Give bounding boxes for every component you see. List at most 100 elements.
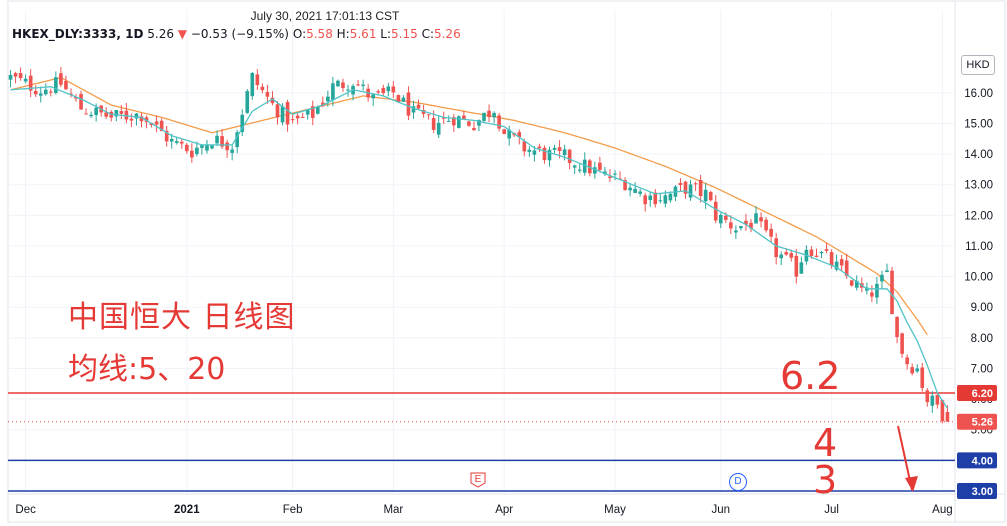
candle <box>915 364 920 373</box>
candle-body <box>195 147 199 154</box>
candle-body <box>870 292 874 297</box>
candle <box>683 180 688 199</box>
candle-body <box>310 106 315 118</box>
candle-body <box>537 146 542 149</box>
candle <box>134 112 139 126</box>
candle <box>215 130 219 147</box>
down-arrow-annotation <box>897 425 918 492</box>
candle-body <box>139 116 144 122</box>
candle <box>119 104 124 120</box>
candle <box>361 79 365 91</box>
candle-body <box>593 167 597 174</box>
candle <box>381 84 386 97</box>
earnings-event-marker[interactable]: E <box>470 472 486 488</box>
candle-body <box>723 215 728 220</box>
candle-body <box>436 122 441 135</box>
candle <box>38 86 43 103</box>
candle-body <box>849 280 854 286</box>
candle <box>326 90 330 107</box>
candle-body <box>703 189 708 202</box>
candle <box>451 114 456 132</box>
candle <box>824 243 829 254</box>
candle <box>260 83 265 94</box>
currency-button[interactable]: HKD <box>961 55 995 75</box>
price-change: −0.53 (−9.15%) <box>190 27 289 41</box>
candle-body <box>255 74 260 86</box>
close-key: C: <box>421 27 434 41</box>
candle <box>749 219 753 233</box>
candle-body <box>880 274 884 282</box>
candle-body <box>542 147 547 161</box>
candle <box>547 146 552 167</box>
candle-body <box>215 135 219 144</box>
annotation-level-3: 3 <box>813 458 838 502</box>
candle-body <box>59 73 63 85</box>
candle-body <box>789 253 794 258</box>
candle-body <box>406 92 411 116</box>
candle-body <box>270 97 275 104</box>
candle <box>930 391 935 413</box>
candle-body <box>185 144 189 152</box>
candle <box>819 251 824 259</box>
candle-body <box>210 145 214 149</box>
candle-body <box>844 260 849 276</box>
candle-body <box>613 173 617 175</box>
candle <box>854 275 859 291</box>
candle <box>920 362 925 392</box>
candle <box>49 88 53 97</box>
candle <box>577 163 582 174</box>
candle <box>185 142 189 154</box>
candle-body <box>734 230 738 233</box>
candle <box>300 112 305 118</box>
candle <box>8 70 13 88</box>
candle <box>74 94 78 102</box>
candle-body <box>577 169 582 171</box>
candle-body <box>527 149 532 152</box>
low-value: 5.15 <box>391 27 418 41</box>
candle <box>235 129 240 154</box>
candle-body <box>819 251 824 254</box>
candle <box>411 100 416 119</box>
candle <box>603 166 607 177</box>
candle-body <box>769 228 773 237</box>
candlesticks <box>8 66 950 424</box>
candle <box>99 105 104 117</box>
candle <box>179 139 184 149</box>
dividend-event-marker[interactable]: D <box>729 473 747 491</box>
candle-body <box>824 249 829 251</box>
candle <box>507 125 512 146</box>
candle-body <box>129 118 134 121</box>
candle <box>331 76 335 107</box>
candle-body <box>809 249 814 256</box>
candle-body <box>749 222 753 229</box>
candle <box>693 181 698 191</box>
candle-body <box>134 113 139 119</box>
candle-body <box>28 75 33 91</box>
candle-body <box>431 118 436 130</box>
candle <box>310 100 315 126</box>
candle-body <box>421 110 426 114</box>
candle <box>623 177 627 191</box>
earnings-event-label: E <box>474 474 482 485</box>
y-tick-label: 13.00 <box>964 180 993 192</box>
candle-body <box>94 107 98 116</box>
candle <box>482 112 486 122</box>
candle <box>89 111 93 118</box>
candle <box>164 125 169 147</box>
candle <box>582 152 587 176</box>
candle-body <box>814 255 819 257</box>
candle-body <box>250 73 255 97</box>
candle <box>537 143 542 152</box>
candle-body <box>84 113 88 115</box>
candle-body <box>376 91 381 93</box>
candle <box>527 146 532 157</box>
candle <box>401 95 406 102</box>
high-value: 5.61 <box>349 27 377 41</box>
candle <box>240 109 245 136</box>
candle-body <box>875 283 879 298</box>
candle-body <box>114 110 119 117</box>
candle <box>935 394 940 409</box>
candle-body <box>910 367 914 374</box>
symbol-label: HKEX_DLY:3333, 1D <box>12 27 144 41</box>
